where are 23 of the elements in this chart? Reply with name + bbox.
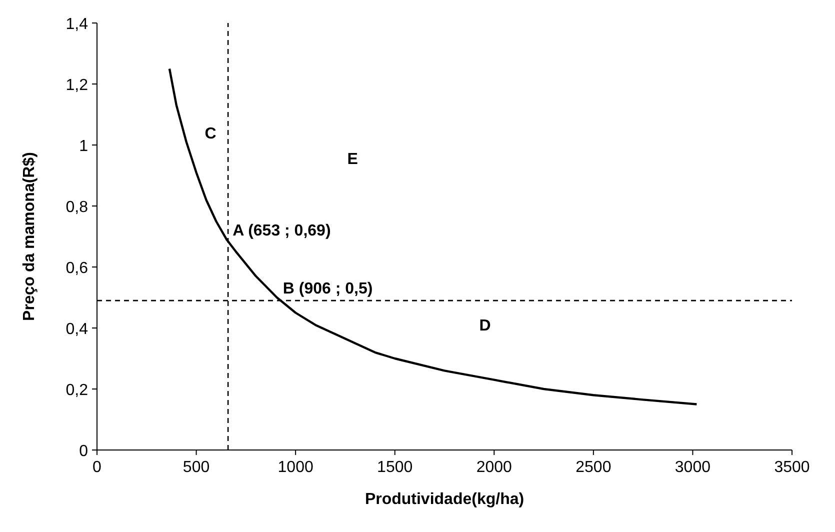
y-tick-label: 1,4: [66, 16, 88, 33]
x-tick-label: 3500: [774, 459, 810, 476]
annotation: C: [204, 125, 217, 142]
x-tick-label: 2000: [476, 459, 512, 476]
annotation: A (653 ; 0,69): [232, 222, 331, 240]
y-tick-label: 0: [79, 443, 88, 460]
x-tick-label: 0: [92, 459, 102, 476]
y-tick-label: 0,8: [66, 199, 88, 216]
annotation: E: [347, 150, 358, 168]
annotation: B (906 ; 0,5): [282, 280, 373, 298]
y-tick-label: 1: [79, 138, 88, 155]
x-tick-label: 1500: [377, 459, 413, 476]
y-axis-title: Preço da mamona(R$): [21, 152, 38, 321]
x-axis-title: Produtividade(kg/ha): [364, 491, 524, 508]
y-tick-label: 0,4: [66, 321, 88, 338]
y-tick-label: 1,2: [66, 77, 88, 94]
annotation: D: [479, 317, 491, 334]
x-tick-label: 3000: [674, 459, 711, 476]
x-tick-label: 2500: [576, 459, 612, 476]
y-tick-label: 0,6: [66, 260, 88, 277]
x-tick-label: 1000: [278, 459, 314, 476]
y-tick-label: 0,2: [66, 382, 88, 399]
x-tick-label: 500: [182, 459, 210, 476]
